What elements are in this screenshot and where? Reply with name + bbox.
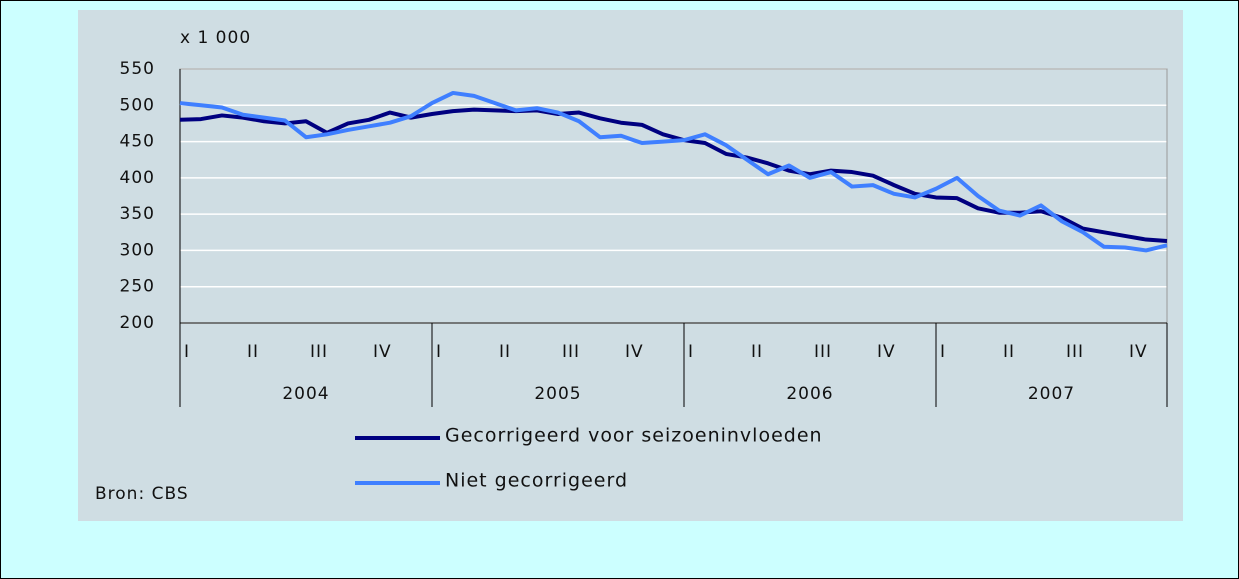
legend-label: Gecorrigeerd voor seizoeninvloeden <box>445 425 823 447</box>
year-label: 2006 <box>786 384 833 404</box>
x-tick-label: III <box>1066 342 1084 362</box>
legend-label: Niet gecorrigeerd <box>445 470 628 492</box>
x-tick-label: IV <box>373 342 392 362</box>
year-label: 2007 <box>1028 384 1075 404</box>
year-label: 2005 <box>534 384 581 404</box>
x-tick-label: I <box>436 342 442 362</box>
x-tick-label: III <box>310 342 328 362</box>
x-tick-label: III <box>562 342 580 362</box>
x-tick-label: II <box>499 342 511 362</box>
y-tick-label: 550 <box>120 59 155 79</box>
x-tick-label: II <box>247 342 259 362</box>
x-tick-label: II <box>1003 342 1015 362</box>
x-tick-label: IV <box>625 342 644 362</box>
y-tick-label: 200 <box>120 313 155 333</box>
x-tick-label: I <box>688 342 694 362</box>
x-tick-label: III <box>814 342 832 362</box>
y-tick-label: 250 <box>120 277 155 297</box>
y-tick-label: 350 <box>120 204 155 224</box>
series-line <box>179 90 1168 253</box>
y-tick-label: 500 <box>120 95 155 115</box>
chart-panel <box>78 10 1183 521</box>
x-tick-label: II <box>751 342 763 362</box>
x-tick-label: I <box>184 342 190 362</box>
x-tick-label: I <box>940 342 946 362</box>
x-tick-label: IV <box>1129 342 1148 362</box>
x-tick-label: IV <box>877 342 896 362</box>
y-tick-label: 400 <box>120 168 155 188</box>
y-tick-label: 300 <box>120 240 155 260</box>
y-tick-label: 450 <box>120 132 155 152</box>
year-label: 2004 <box>282 384 329 404</box>
unit-label: x 1 000 <box>180 28 251 48</box>
source: Bron: CBS <box>95 484 189 504</box>
